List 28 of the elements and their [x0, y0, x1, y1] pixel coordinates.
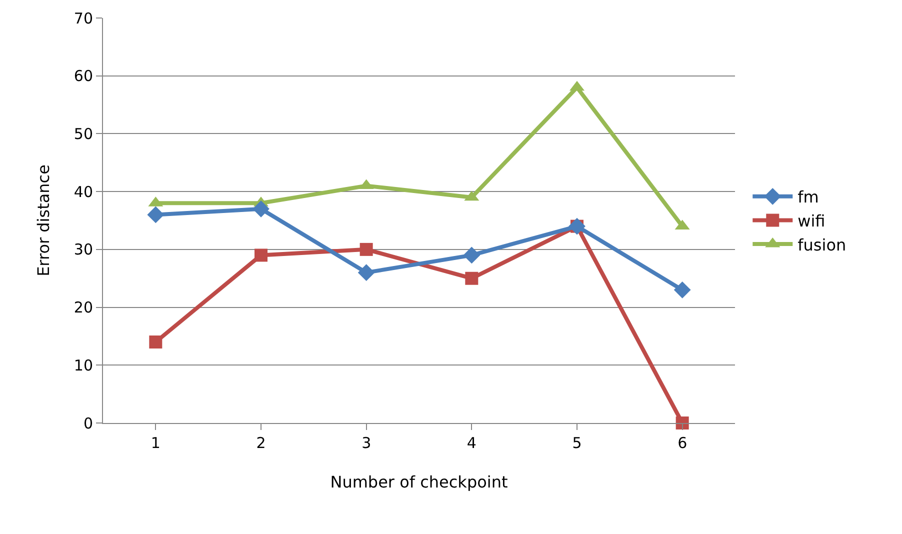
point [465, 272, 478, 285]
y-tick-label: 0 [83, 414, 93, 432]
y-tick-label: 40 [74, 182, 93, 201]
legend-label: fm [798, 188, 819, 207]
y-tick-label: 50 [74, 124, 93, 143]
x-axis-title: Number of checkpoint [330, 472, 508, 492]
y-tick-label: 70 [74, 9, 93, 28]
x-tick-label: 4 [466, 434, 476, 452]
y-tick-label: 60 [74, 67, 93, 86]
y-tick-label: 20 [74, 298, 93, 317]
point [252, 200, 270, 218]
point [254, 248, 268, 262]
x-tick-label: 6 [678, 434, 688, 452]
y-tick-label: 10 [74, 356, 93, 374]
point [463, 246, 480, 264]
y-tick-label: 30 [74, 240, 93, 259]
legend-label: fusion [798, 235, 846, 254]
x-tick-label: 3 [362, 434, 372, 452]
x-tick-label: 2 [256, 434, 266, 452]
point [147, 206, 164, 224]
x-tick-label: 5 [572, 434, 582, 452]
point [674, 281, 691, 298]
point [149, 336, 162, 348]
x-tick-label: 1 [150, 434, 160, 452]
point [360, 242, 373, 256]
legend-label: wifi [798, 211, 826, 230]
y-axis-title: Error distance [34, 164, 53, 276]
point [358, 264, 375, 282]
